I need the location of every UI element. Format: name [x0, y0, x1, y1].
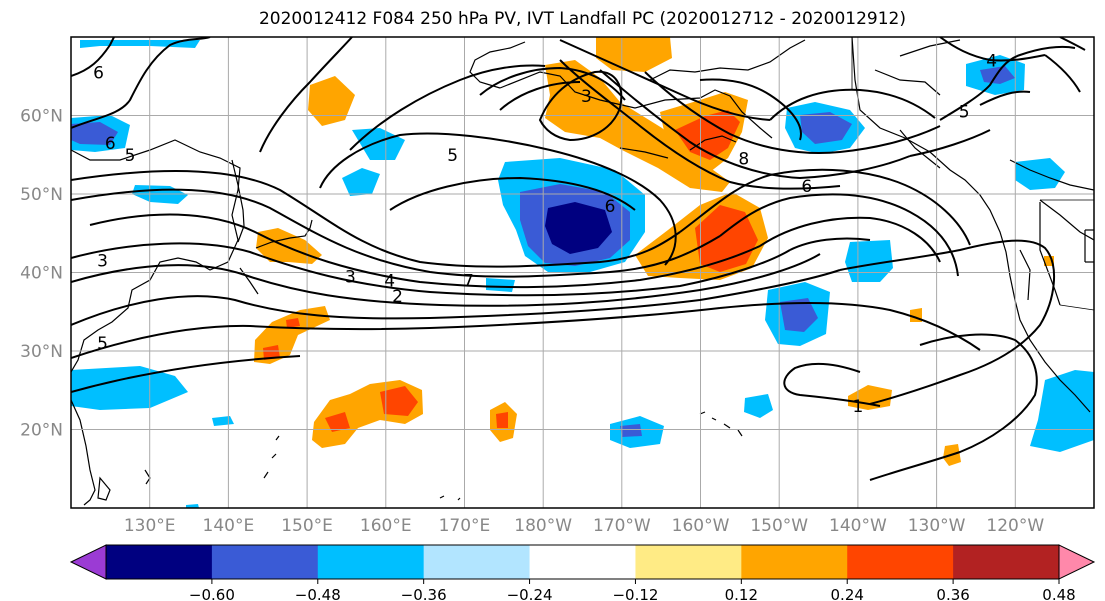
pv-shading	[71, 37, 1094, 508]
longitude-label: 170°W	[593, 516, 651, 536]
contour-label-text: 3	[97, 252, 108, 272]
contour-label-text: 3	[345, 267, 356, 287]
latitude-labels: 20°N 30°N 40°N 50°N 60°N	[20, 107, 63, 441]
contour-label-text: 5	[97, 334, 108, 354]
longitude-labels: 130°E 140°E 150°E 160°E 170°E 180°W 170°W 160°W…	[124, 516, 1045, 536]
longitude-label: 120°W	[986, 516, 1044, 536]
ivt-contours	[71, 37, 1086, 481]
colorbar-cell	[106, 545, 213, 579]
colorbar-cell	[953, 545, 1060, 579]
pv-negative-region	[71, 40, 1094, 508]
colorbar-tick-label: 0.24	[831, 586, 864, 601]
gridlines	[71, 37, 1094, 508]
contour-label: 6	[93, 63, 104, 83]
contour-label-text: 5	[447, 146, 458, 166]
colorbar-cell	[847, 545, 954, 579]
contour-label: 2	[392, 287, 403, 307]
contour-label-text: 8	[738, 150, 749, 170]
contour-label-text: 6	[93, 63, 104, 83]
contour-label: 1	[853, 397, 864, 417]
contour-label: 3	[97, 252, 108, 272]
map-frame	[70, 36, 1095, 509]
contour-label-text: 7	[463, 271, 474, 291]
contour-label-text: 1	[853, 397, 864, 417]
colorbar: −0.60 −0.48 −0.36 −0.24 −0.12 0.12 0.24 0.36 0.4…	[69, 544, 1096, 601]
contour-label-text: 6	[105, 134, 116, 154]
contour-label: 4	[384, 271, 395, 291]
colorbar-cell	[635, 545, 742, 579]
colorbar-tick-label: −0.60	[189, 586, 235, 601]
colorbar-tick-label: 0.48	[1042, 586, 1075, 601]
longitude-label: 160°W	[672, 516, 730, 536]
contour-label-text: 5	[125, 146, 136, 166]
contour-label: 6	[605, 197, 616, 217]
contour-label-text: 6	[801, 177, 812, 197]
contour-label: 5	[959, 103, 970, 123]
longitude-label: 140°E	[203, 516, 255, 536]
longitude-label: 150°E	[281, 516, 333, 536]
contour-label: 5	[447, 146, 458, 166]
contour-label: 3	[345, 267, 356, 287]
contour-label-text: 4	[384, 271, 395, 291]
colorbar-cell	[317, 545, 425, 579]
colorbar-tick-label: −0.24	[507, 586, 553, 601]
contour-label: 4	[986, 52, 997, 72]
longitude-label: 130°E	[124, 516, 176, 536]
pv-positive-region	[254, 37, 1054, 466]
contour-label: 8	[738, 150, 749, 170]
colorbar-cells	[69, 544, 1096, 580]
map-title: 2020012412 F084 250 hPa PV, IVT Landfall…	[258, 9, 906, 29]
colorbar-tick-label: 0.12	[725, 586, 758, 601]
contour-label: 6	[801, 177, 812, 197]
contour-label: 6	[105, 134, 116, 154]
colorbar-tick-label: −0.48	[295, 586, 341, 601]
contour-label: 7	[463, 271, 474, 291]
colorbar-tick-label: −0.36	[401, 586, 447, 601]
contour-label: 5	[97, 334, 108, 354]
colorbar-tick-label: −0.12	[612, 586, 658, 601]
colorbar-cell	[529, 545, 636, 579]
latitude-label: 30°N	[20, 342, 63, 362]
contour-label: 3	[581, 87, 592, 107]
colorbar-extend-max	[1058, 544, 1096, 580]
colorbar-cell	[741, 545, 848, 579]
colorbar-cell	[211, 545, 319, 579]
colorbar-extend-min	[69, 544, 107, 580]
contour-label-text: 3	[581, 87, 592, 107]
longitude-label: 160°E	[360, 516, 412, 536]
colorbar-frame	[105, 544, 1060, 580]
longitude-label: 140°W	[829, 516, 887, 536]
latitude-label: 40°N	[20, 264, 63, 284]
latitude-label: 60°N	[20, 107, 63, 127]
latitude-label: 20°N	[20, 421, 63, 441]
contour-label-text: 6	[605, 197, 616, 217]
longitude-label: 180°W	[514, 516, 572, 536]
colorbar-cell	[423, 545, 531, 579]
contour-label-text: 4	[986, 52, 997, 72]
longitude-label: 150°W	[750, 516, 808, 536]
political-borders	[851, 37, 1094, 311]
contour-label: 5	[125, 146, 136, 166]
colorbar-tick-label: 0.36	[936, 586, 969, 601]
contour-label-text: 2	[392, 287, 403, 307]
longitude-label: 130°W	[908, 516, 966, 536]
colorbar-ticks: −0.60 −0.48 −0.36 −0.24 −0.12 0.12 0.24 0.36 0.4…	[189, 579, 1076, 601]
latitude-label: 50°N	[20, 185, 63, 205]
contour-label-text: 5	[959, 103, 970, 123]
longitude-label: 170°E	[439, 516, 491, 536]
